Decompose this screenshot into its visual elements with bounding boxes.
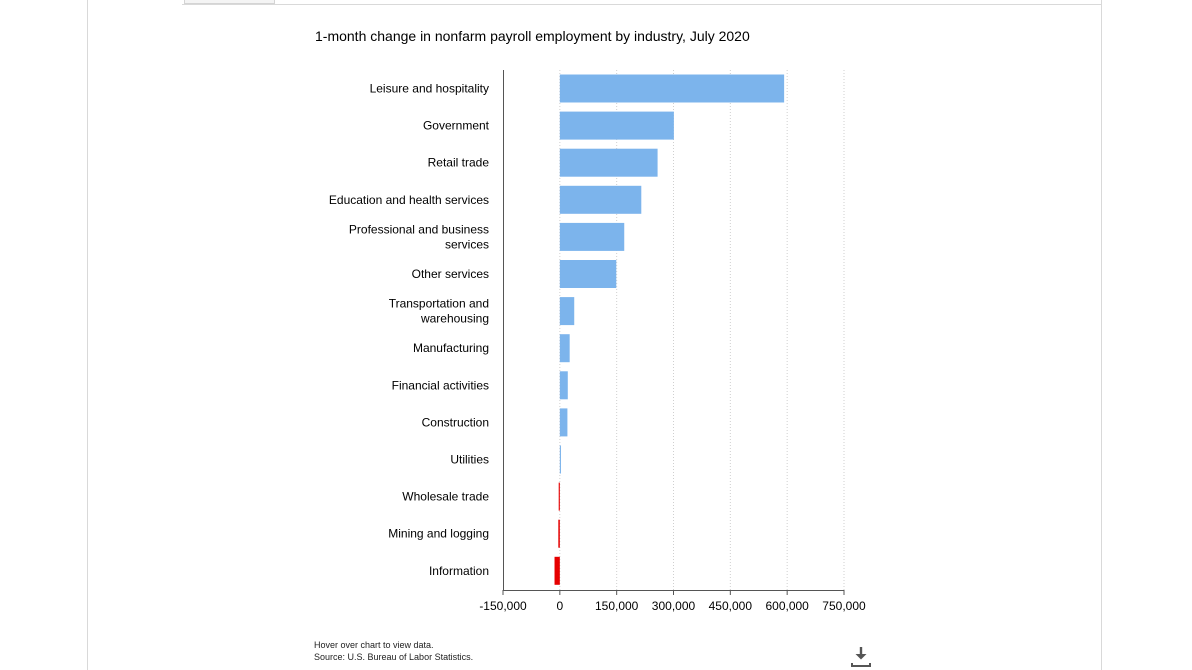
category-label-line: Leisure and hospitality	[370, 82, 489, 96]
category-label-line: Professional and business	[349, 222, 489, 236]
download-button[interactable]	[848, 644, 874, 670]
bar[interactable]	[559, 260, 617, 288]
category-label-line: Transportation and	[389, 297, 489, 311]
bar[interactable]	[559, 297, 575, 326]
bars[interactable]	[554, 74, 785, 585]
category-label-line: Financial activities	[392, 378, 489, 392]
category-label: Education and health services	[329, 193, 489, 207]
category-label-line: Construction	[422, 415, 489, 429]
x-tick-label: 300,000	[652, 599, 696, 613]
download-icon	[851, 647, 871, 667]
category-label-line: Government	[423, 119, 490, 133]
category-label: Retail trade	[428, 156, 490, 170]
category-label-line: Information	[429, 564, 489, 578]
bar[interactable]	[559, 148, 658, 177]
axes	[502, 70, 845, 595]
category-label: Transportation and warehousing	[389, 297, 489, 326]
x-tick-label: -150,000	[479, 599, 527, 613]
x-tick-labels: -150,000 0 150,000 300,000 450,000 600,000 750…	[479, 599, 866, 613]
bar[interactable]	[559, 222, 625, 251]
x-tick-label: 600,000	[765, 599, 809, 613]
category-label: Mining and logging	[388, 527, 489, 541]
x-tick-label: 0	[556, 599, 563, 613]
bar[interactable]	[554, 556, 560, 585]
bar[interactable]	[558, 482, 560, 511]
grid-lines	[559, 70, 845, 590]
tab-stub[interactable]	[184, 0, 275, 4]
category-label: Government	[423, 119, 490, 133]
chart-title: 1-month change in nonfarm payroll employ…	[315, 28, 750, 44]
bar[interactable]	[559, 111, 674, 140]
category-label-line: Mining and logging	[388, 527, 489, 541]
hover-note: Hover over chart to view data.	[314, 640, 434, 650]
category-label-line: Retail trade	[428, 156, 490, 170]
frame-border-right	[1101, 0, 1102, 670]
bar[interactable]	[559, 334, 570, 363]
panel-top-border	[182, 4, 1102, 5]
x-tick-label: 150,000	[595, 599, 639, 613]
x-tick-label: 450,000	[709, 599, 753, 613]
category-label: Other services	[412, 267, 489, 281]
category-label-line: Education and health services	[329, 193, 489, 207]
category-label: Professional and business services	[349, 222, 489, 251]
category-label-line: Utilities	[450, 453, 489, 467]
bar[interactable]	[559, 408, 568, 437]
category-label-line: warehousing	[420, 312, 489, 326]
category-label: Information	[429, 564, 489, 578]
bar[interactable]	[559, 371, 568, 400]
category-label: Leisure and hospitality	[370, 82, 489, 96]
category-label: Manufacturing	[413, 341, 489, 355]
category-label: Financial activities	[392, 378, 489, 392]
category-labels: Leisure and hospitality Government Retail …	[329, 82, 490, 578]
x-tick-label: 750,000	[822, 599, 866, 613]
category-label: Utilities	[450, 453, 489, 467]
source-note: Source: U.S. Bureau of Labor Statistics.	[314, 652, 474, 662]
category-label-line: Manufacturing	[413, 341, 489, 355]
bar[interactable]	[559, 74, 785, 103]
category-label-line: Wholesale trade	[402, 490, 489, 504]
category-label: Construction	[422, 415, 489, 429]
category-label-line: services	[445, 237, 489, 251]
bar[interactable]	[559, 185, 642, 214]
bar[interactable]	[559, 445, 561, 474]
bar[interactable]	[558, 519, 560, 548]
category-label-line: Other services	[412, 267, 489, 281]
category-label: Wholesale trade	[402, 490, 489, 504]
frame-border-left	[87, 0, 88, 670]
